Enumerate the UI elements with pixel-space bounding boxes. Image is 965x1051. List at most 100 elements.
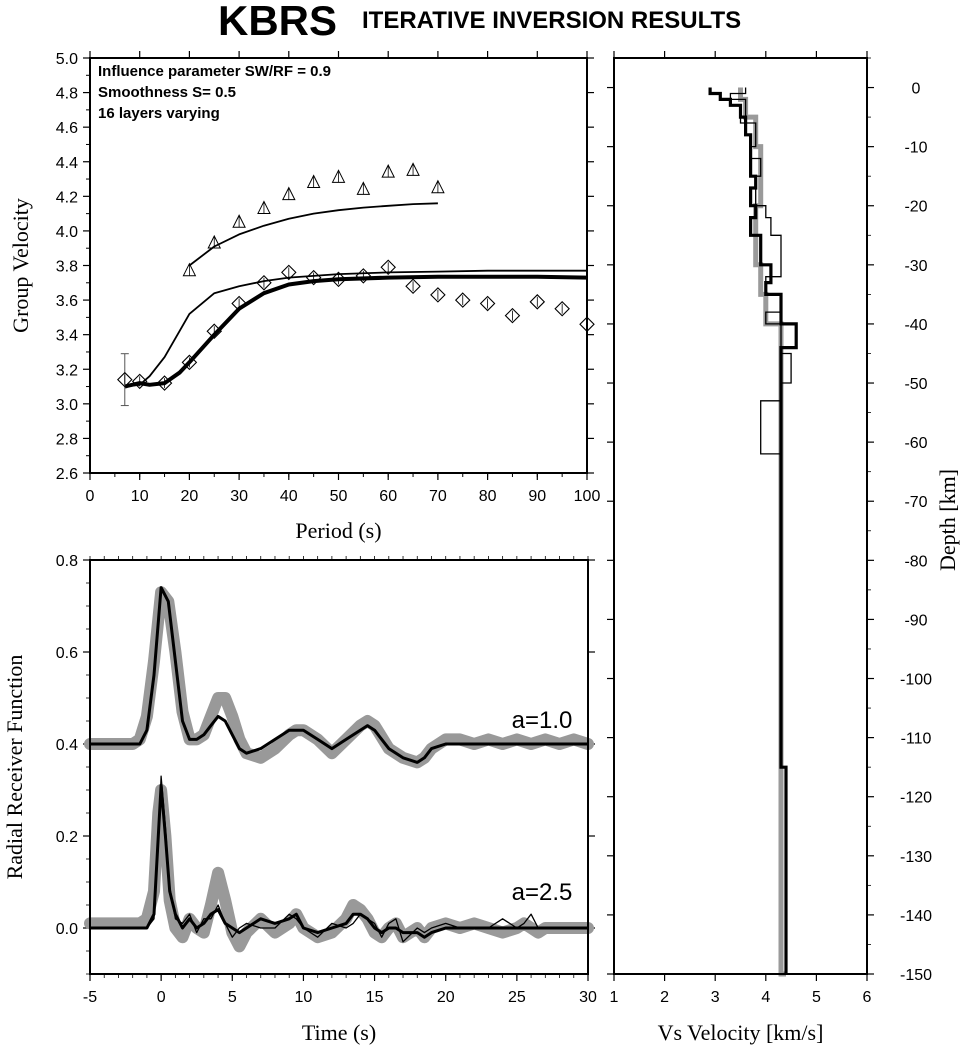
- rf-observed-band: [84, 784, 594, 953]
- y-tick-label: -140: [900, 908, 932, 925]
- x-tick-label: 60: [379, 488, 397, 505]
- diamond-point: [131, 373, 148, 390]
- rf-predicted-thick: [90, 586, 588, 764]
- diamond-point: [305, 269, 322, 286]
- y-tick-label: 4.8: [56, 86, 78, 103]
- y-tick-label: 3.8: [56, 259, 78, 276]
- x-tick-label: 0: [157, 989, 166, 1006]
- figure-subtitle: ITERATIVE INVERSION RESULTS: [362, 7, 742, 34]
- x-tick-label: 1: [610, 989, 619, 1006]
- annotation-text: Smoothness S= 0.5: [98, 84, 236, 101]
- rf-observed-band: [84, 586, 594, 769]
- diamond-point: [330, 271, 347, 288]
- model-curve: [124, 274, 588, 389]
- diamond-point: [529, 294, 546, 310]
- triangle-point: [356, 181, 371, 195]
- triangle-point: [232, 214, 246, 228]
- diamond-point: [355, 268, 372, 284]
- y-tick-label: -10: [904, 140, 927, 157]
- figure-title: KBRS ITERATIVE INVERSION RESULTS: [0, 0, 965, 44]
- vs-model-gray: [738, 87, 786, 977]
- y-tick-label: -90: [904, 612, 927, 629]
- x-tick-label: 50: [330, 488, 348, 505]
- y-tick-label: -30: [904, 258, 927, 275]
- triangle-point: [207, 234, 222, 249]
- y-tick-label: -130: [900, 849, 932, 866]
- y-tick-label: 0: [912, 81, 921, 98]
- y-tick-label: 4.2: [56, 189, 78, 206]
- x-tick-label: 0: [86, 488, 95, 505]
- diamond-point: [430, 287, 446, 303]
- diamond-point: [231, 295, 247, 312]
- diamond-point: [256, 275, 272, 291]
- y-tick-label: 0.2: [56, 829, 78, 846]
- y-tick-label: -150: [900, 967, 932, 984]
- x-tick-label: 20: [181, 488, 199, 505]
- y-tick-label: -80: [904, 553, 927, 570]
- station-name: KBRS: [218, 0, 338, 44]
- vs-model-thick: [708, 87, 798, 974]
- x-axis-label: Vs Velocity [km/s]: [658, 1020, 824, 1045]
- diamond-point: [504, 307, 521, 324]
- x-tick-label: 80: [479, 488, 497, 505]
- x-tick-label: 15: [366, 989, 384, 1006]
- x-tick-label: 25: [508, 989, 526, 1006]
- y-tick-label: 3.0: [56, 397, 78, 414]
- x-tick-label: 40: [280, 488, 298, 505]
- diamond-point: [181, 354, 198, 371]
- diamond-point: [479, 295, 496, 312]
- x-tick-label: 30: [579, 989, 597, 1006]
- diamond-point: [454, 292, 471, 308]
- x-tick-label: -5: [83, 989, 97, 1006]
- y-tick-label: -40: [904, 317, 927, 334]
- y-tick-label: 4.4: [56, 155, 78, 172]
- annotation-text: 16 layers varying: [98, 105, 220, 122]
- y-axis-label: Depth [km]: [935, 469, 960, 571]
- diamond-point: [380, 259, 396, 276]
- x-axis-label: Time (s): [302, 1020, 376, 1045]
- y-tick-label: -50: [904, 376, 927, 393]
- model-curve: [188, 202, 438, 267]
- y-tick-label: 0.6: [56, 645, 78, 662]
- x-tick-label: 10: [295, 989, 313, 1006]
- x-tick-label: 5: [812, 989, 821, 1006]
- triangle-point: [182, 262, 197, 277]
- y-tick-label: 4.0: [56, 224, 78, 241]
- annotation-text: Influence parameter SW/RF = 0.9: [98, 63, 331, 80]
- diamond-point: [554, 300, 570, 317]
- y-tick-label: 3.4: [56, 328, 78, 345]
- y-tick-label: -20: [904, 199, 927, 216]
- x-tick-label: 20: [437, 989, 455, 1006]
- y-tick-label: -100: [900, 672, 932, 689]
- y-tick-label: 5.0: [56, 51, 78, 68]
- rf-label-a25: a=2.5: [512, 879, 573, 906]
- diamond-point: [405, 278, 421, 295]
- x-tick-label: 10: [131, 488, 149, 505]
- triangle-point: [331, 169, 346, 183]
- x-tick-label: 90: [528, 488, 546, 505]
- x-tick-label: 30: [230, 488, 248, 505]
- dispersion-frame: [89, 57, 588, 474]
- triangle-point: [431, 179, 445, 194]
- diamond-point: [206, 323, 223, 339]
- diamond-point: [117, 371, 133, 388]
- x-tick-label: 100: [574, 488, 601, 505]
- y-tick-label: 3.2: [56, 362, 78, 379]
- y-tick-label: -70: [904, 494, 927, 511]
- x-tick-label: 2: [660, 989, 669, 1006]
- triangle-point: [257, 200, 271, 214]
- x-tick-label: 70: [429, 488, 447, 505]
- rf-label-a1: a=1.0: [512, 707, 573, 734]
- diamond-point: [281, 264, 297, 281]
- y-tick-label: 0.4: [56, 737, 78, 754]
- triangle-point: [406, 162, 420, 176]
- y-axis-label: Group Velocity: [8, 198, 33, 333]
- y-tick-label: 3.6: [56, 293, 78, 310]
- y-tick-label: 0.8: [56, 553, 78, 570]
- y-axis-label: Radial Receiver Function: [2, 655, 27, 880]
- diamond-point: [156, 375, 173, 391]
- y-tick-label: 0.0: [56, 921, 78, 938]
- model-curve: [124, 269, 587, 388]
- y-tick-label: 4.6: [56, 120, 78, 137]
